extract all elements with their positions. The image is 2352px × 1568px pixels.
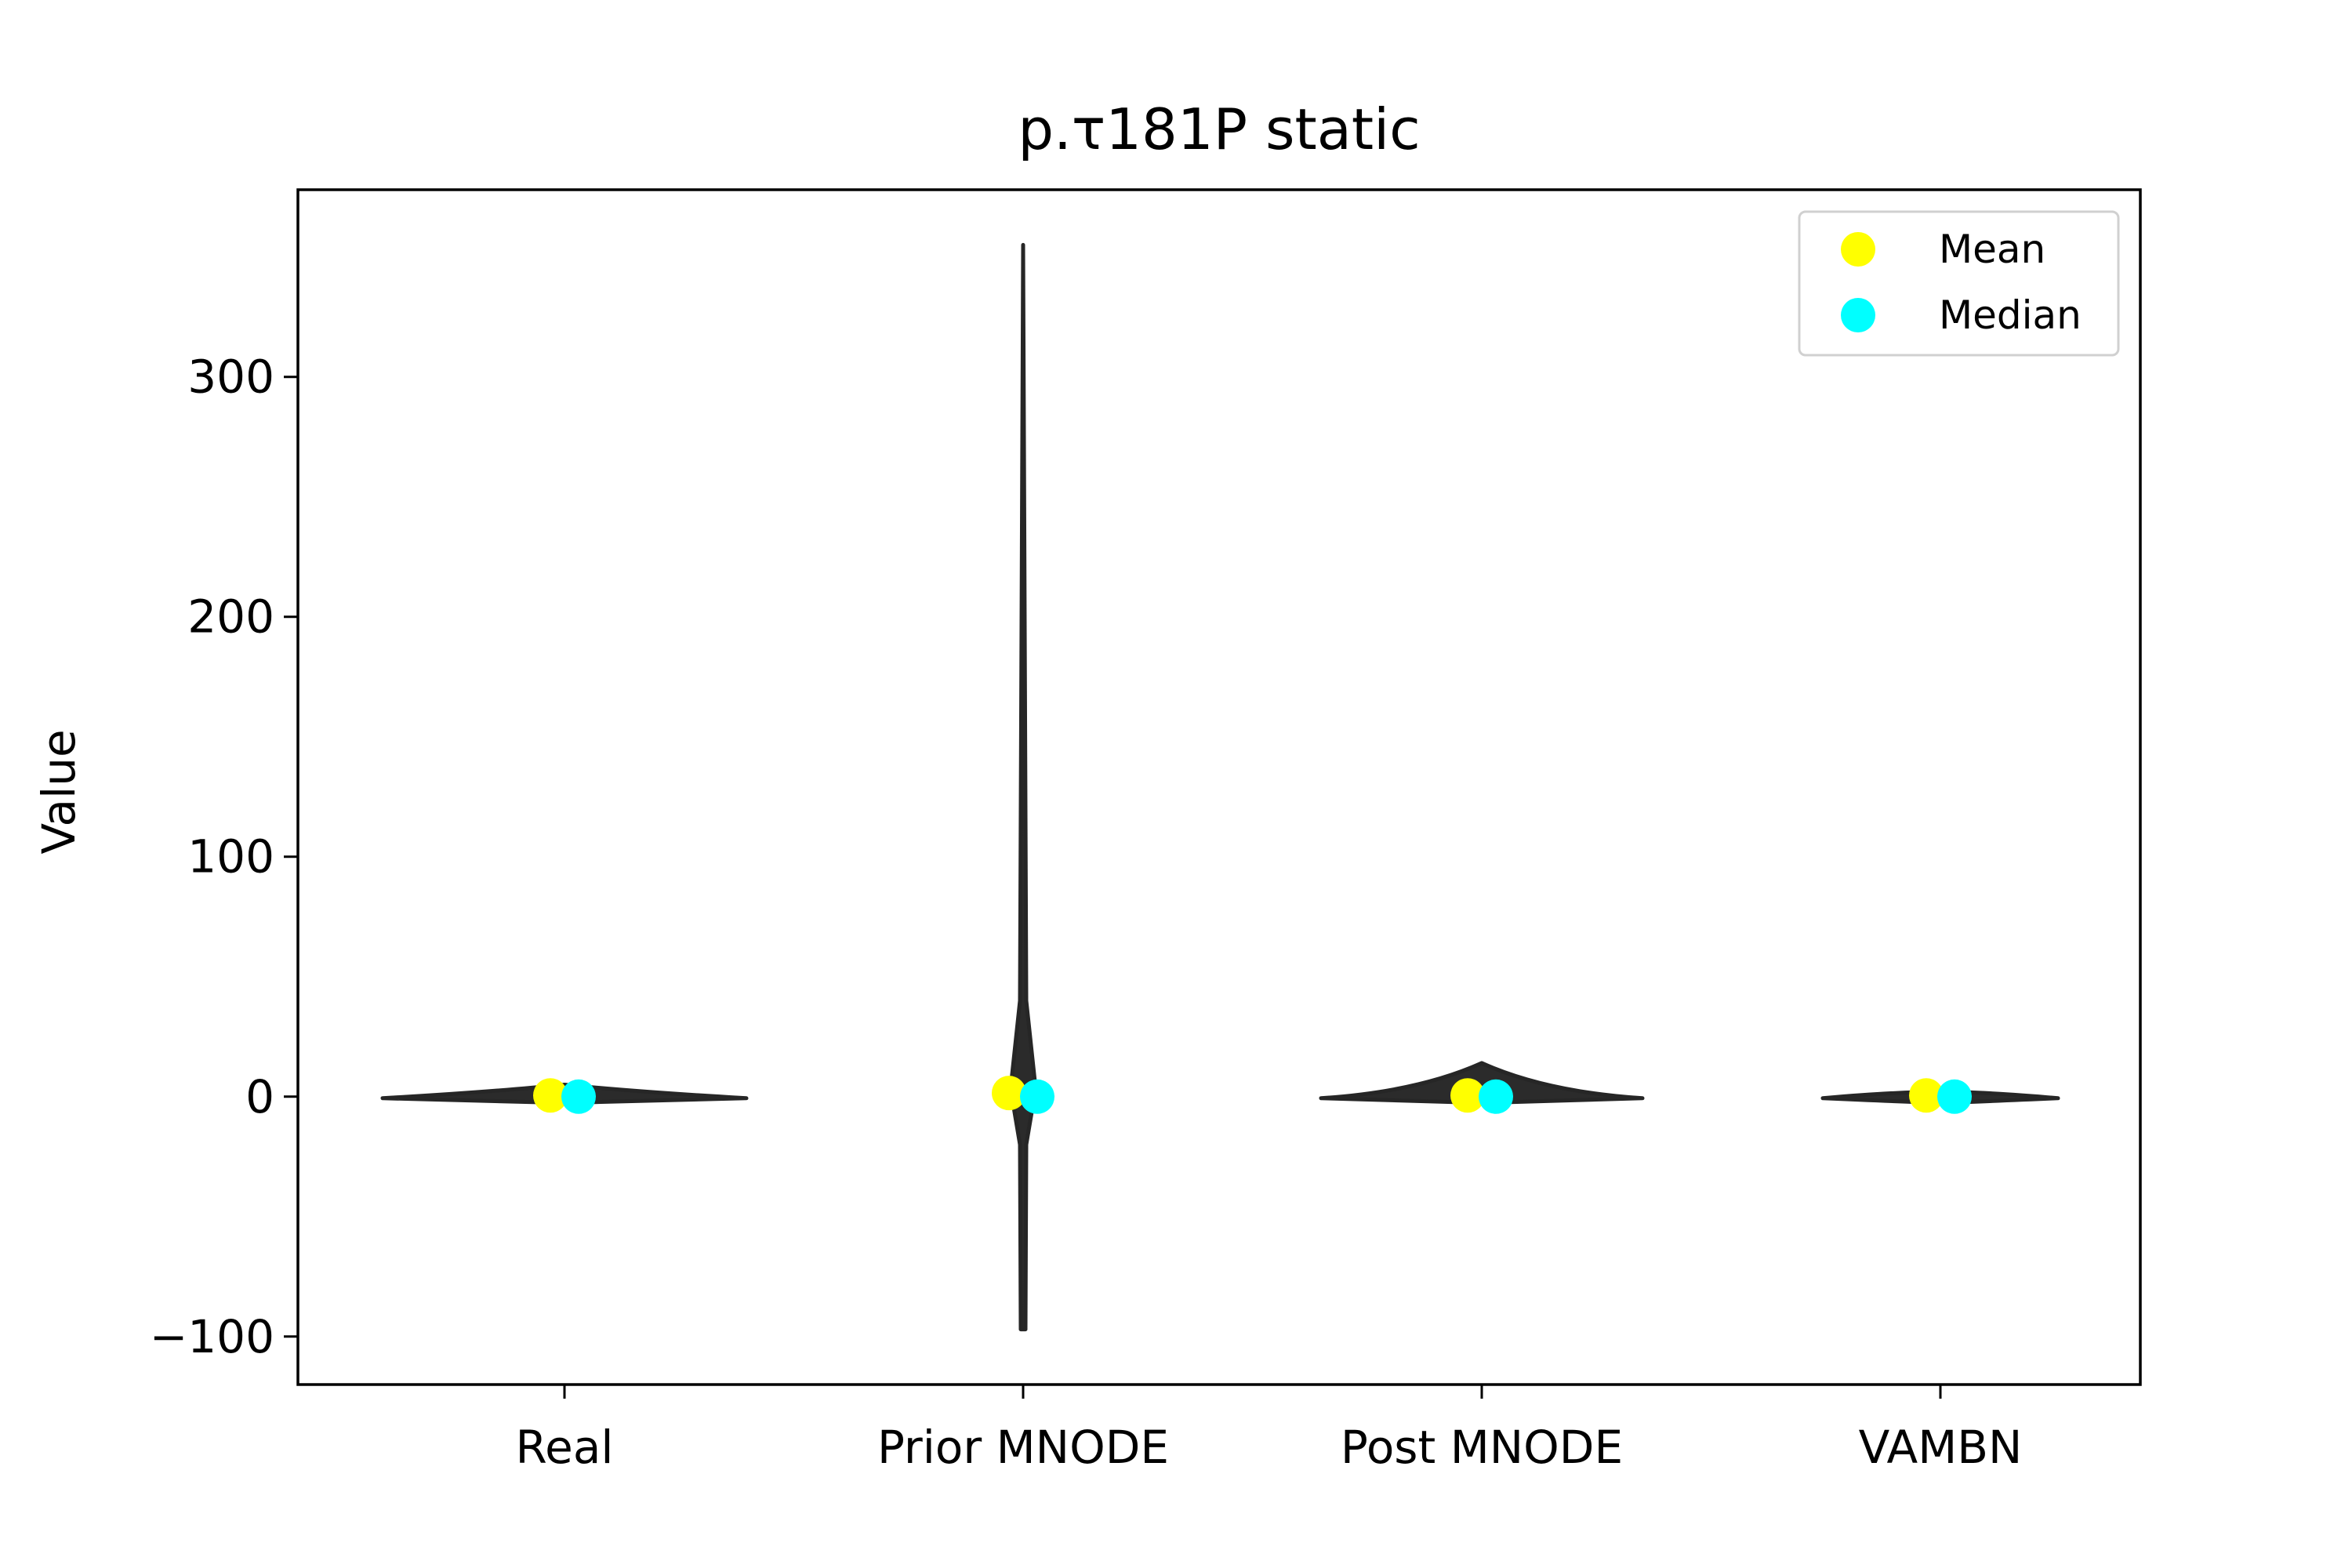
legend-label: Median [1939, 292, 2082, 338]
x-axis: Real Prior MNODE Post MNODE VAMBN [515, 1385, 2022, 1474]
y-tick-label: 200 [187, 590, 274, 644]
legend-box [1798, 210, 2120, 357]
points-layer [533, 1076, 1972, 1114]
mean-point [1450, 1078, 1485, 1113]
mean-point [1909, 1078, 1944, 1113]
violin-prior-mnode [1008, 242, 1038, 1332]
y-axis: −100 0 100 200 300 [150, 350, 298, 1363]
plot-frame [296, 188, 2142, 1386]
median-point [561, 1079, 596, 1114]
y-axis-label: Value [32, 729, 85, 854]
x-tick-label: Post MNODE [1341, 1421, 1623, 1474]
chart-title: p.τ181P static [1018, 96, 1420, 162]
x-tick-label: Real [515, 1421, 613, 1474]
legend: Mean Median [1798, 210, 2120, 357]
x-tick-label: VAMBN [1859, 1421, 2023, 1474]
y-tick-label: −100 [150, 1310, 274, 1363]
y-tick-label: 0 [245, 1070, 274, 1123]
legend-marker [1841, 232, 1875, 267]
violin-post-mnode [1319, 1061, 1645, 1105]
mean-point [992, 1076, 1026, 1111]
median-point [1937, 1079, 1972, 1114]
mean-point [533, 1078, 568, 1113]
legend-marker [1841, 298, 1875, 332]
y-tick-label: 300 [187, 350, 274, 404]
median-point [1020, 1079, 1054, 1114]
x-tick-label: Prior MNODE [877, 1421, 1169, 1474]
median-point [1479, 1079, 1513, 1114]
legend-label: Mean [1939, 227, 2045, 272]
y-tick-label: 100 [187, 830, 274, 884]
